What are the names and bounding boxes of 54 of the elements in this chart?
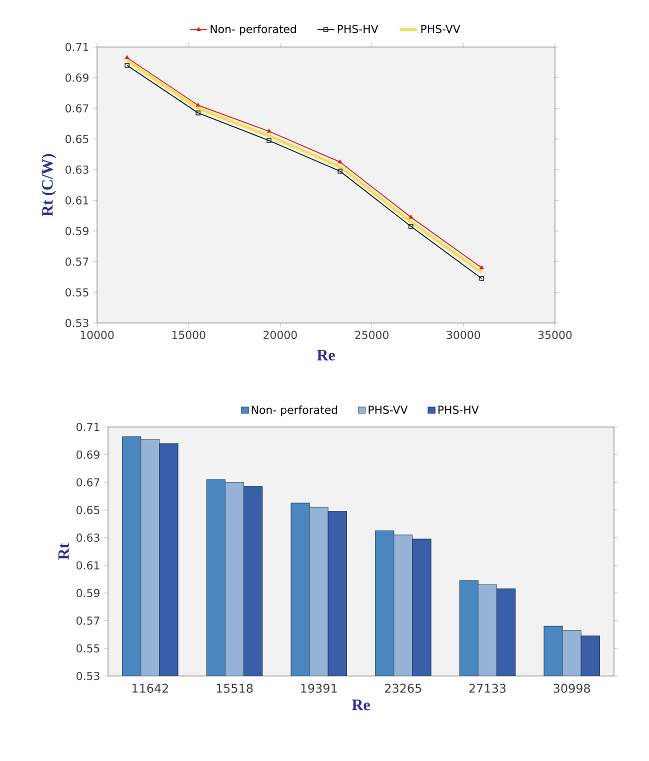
y-tick-label: 0.63	[66, 166, 88, 174]
y-tick-label: 0.61	[66, 196, 88, 204]
y-tick-label: 0.67	[66, 104, 88, 112]
x-tick-label: 19391	[301, 684, 337, 693]
point	[196, 102, 200, 107]
y-tick-label: 0.57	[66, 258, 88, 266]
x-tick-label: 15518	[216, 684, 253, 693]
y-tick-label: 0.53	[76, 672, 100, 680]
legend-label: Non- perforated	[210, 24, 296, 36]
x-tick-label: 20000	[264, 330, 297, 340]
y-tick-label: 0.67	[76, 478, 100, 486]
y-tick-label: 0.63	[76, 534, 100, 542]
x-tick-label: 15000	[172, 330, 206, 340]
legend-label: PHS-VV	[421, 24, 460, 34]
y-tick-label: 0.71	[66, 42, 88, 52]
x-tick-label: 25000	[355, 330, 388, 340]
y-tick-label: 0.65	[66, 134, 88, 144]
point	[266, 138, 272, 143]
y-axis-title: Rt (C/W)	[42, 154, 56, 216]
point	[338, 168, 342, 174]
x-tick-label: 23265	[385, 684, 422, 693]
x-axis-title: Re	[316, 350, 335, 360]
y-tick-label: 0.57	[76, 616, 100, 625]
x-tick-label: 30998	[554, 684, 590, 693]
y-tick-label: 0.59	[66, 226, 88, 236]
point	[124, 55, 130, 60]
y-tick-label: 0.61	[76, 561, 100, 570]
point	[124, 63, 130, 68]
x-tick-label: 27133	[469, 684, 506, 693]
x-tick-label: 30000	[446, 330, 480, 340]
point	[480, 265, 484, 270]
legend-label: Non- perforated	[252, 406, 338, 416]
y-tick-label: 0.55	[76, 644, 100, 652]
y-tick-label: 0.69	[76, 450, 100, 459]
point	[196, 110, 200, 116]
y-tick-label: 0.71	[76, 422, 100, 432]
x-tick-label: 35000	[538, 330, 572, 340]
point	[266, 128, 272, 133]
x-axis-title: Re	[352, 700, 370, 710]
legend-label: PHS-VV	[368, 406, 408, 414]
point	[479, 276, 484, 281]
legend-label: PHS-HV	[338, 24, 378, 34]
point	[408, 214, 414, 219]
y-tick-label: 0.53	[66, 318, 88, 328]
legend-label: PHS-HV	[438, 406, 479, 414]
y-tick-label: 0.55	[66, 288, 88, 296]
y-tick-label: 0.65	[76, 506, 100, 514]
x-tick-label: 10000	[80, 330, 114, 340]
point	[338, 160, 342, 164]
x-tick-label: 11642	[132, 684, 168, 693]
y-tick-label: 0.69	[66, 74, 88, 82]
point	[408, 224, 414, 229]
y-axis-title: Rt	[58, 543, 69, 560]
y-tick-label: 0.59	[76, 588, 100, 598]
